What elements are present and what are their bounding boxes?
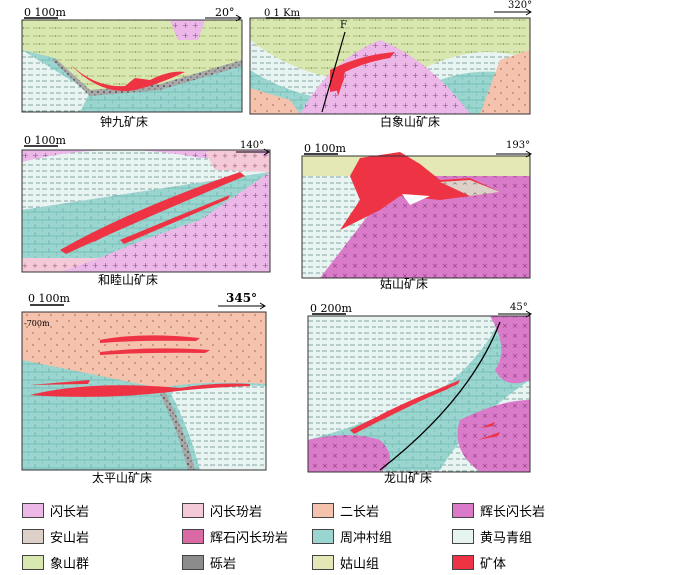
legend-item-huangmaqing: 黄马青组	[452, 526, 532, 546]
section-hemushan-azimuth: 140°	[240, 140, 264, 151]
section-taipingshan-azimuth: 345°	[226, 291, 257, 305]
legend-label: 闪长岩	[50, 504, 90, 520]
legend-item-monzonite: 二长岩	[312, 500, 379, 520]
section-baixiangshan-scale: 0 1 Km	[264, 8, 301, 19]
legend-swatch	[182, 554, 204, 570]
legend-label: 辉石闪长玢岩	[210, 530, 289, 546]
legend-swatch	[452, 554, 474, 570]
section-taipingshan-depth: -700m	[24, 319, 50, 328]
legend-item-gushan-formation: 姑山组	[312, 552, 379, 572]
legend-label: 姑山组	[340, 556, 380, 572]
legend-swatch	[182, 528, 204, 544]
section-baixiangshan: F 0 1 Km 320° 白象山矿床	[249, 0, 532, 129]
legend-item-gabbro-diorite: 辉长闪长岩	[452, 500, 545, 520]
section-hemushan-title-text: 和睦山矿床	[98, 273, 158, 287]
section-taipingshan-title-text: 太平山矿床	[92, 470, 152, 485]
legend-item-orebody: 矿体	[452, 552, 506, 572]
section-gushan-azimuth: 193°	[506, 140, 530, 151]
section-hemushan: 0 100m 140° 和睦山矿床	[21, 134, 271, 287]
section-zhongjiu: 0 100m 20° 钟九矿床	[21, 6, 243, 129]
legend-item-diorite: 闪长岩	[22, 500, 89, 520]
legend-label: 砾岩	[210, 556, 237, 572]
legend-item-conglomerate: 砾岩	[182, 552, 236, 572]
legend-item-xiangshan: 象山群	[22, 552, 89, 572]
legend-swatch	[22, 528, 44, 544]
legend-swatch	[452, 502, 474, 518]
section-gushan-title-text: 姑山矿床	[380, 277, 428, 291]
legend-swatch	[452, 528, 474, 544]
section-zhongjiu-title: 钟九矿床	[100, 114, 148, 129]
section-baixiangshan-azimuth: 320°	[508, 0, 532, 11]
section-hemushan-scale: 0 100m	[24, 134, 66, 147]
legend-label: 象山群	[50, 556, 90, 572]
section-longshan-title-text: 龙山矿床	[384, 471, 432, 485]
section-gushan-scale: 0 100m	[304, 142, 346, 155]
legend-label: 周冲村组	[340, 530, 393, 546]
legend-item-andesite: 安山岩	[22, 526, 89, 546]
legend-label: 矿体	[480, 556, 507, 572]
section-baixiangshan-title: 白象山矿床	[380, 114, 440, 129]
legend-item-pyroxene-diorite-porphyrite: 辉石闪长玢岩	[182, 526, 288, 546]
fault-label: F	[340, 20, 347, 31]
legend-label: 闪长玢岩	[210, 504, 263, 520]
section-longshan: 0 200m 45° 龙山矿床	[307, 302, 532, 485]
legend-item-diorite-porphyrite: 闪长玢岩	[182, 500, 262, 520]
section-longshan-azimuth: 45°	[510, 302, 528, 313]
legend-swatch	[312, 554, 334, 570]
section-taipingshan-scale: 0 100m	[28, 292, 70, 305]
section-longshan-scale: 0 200m	[310, 302, 352, 315]
legend-label: 二长岩	[340, 504, 380, 520]
legend-item-zhouchongcun: 周冲村组	[312, 526, 392, 546]
legend-swatch	[182, 502, 204, 518]
section-zhongjiu-scale: 0 100m	[24, 6, 66, 19]
legend-swatch	[312, 502, 334, 518]
section-taipingshan: 0 100m -700m 345° 太平山矿床	[21, 291, 267, 485]
legend-label: 辉长闪长岩	[480, 504, 546, 520]
legend: 闪长岩 闪长玢岩 二长岩 辉长闪长岩 安山岩 辉石闪长玢岩 周冲村组 黄马青组 …	[0, 492, 700, 575]
legend-label: 安山岩	[50, 530, 90, 546]
section-zhongjiu-azimuth: 20°	[215, 6, 235, 19]
legend-swatch	[22, 502, 44, 518]
section-gushan: 0 100m 193° 姑山矿床	[301, 140, 532, 291]
legend-swatch	[22, 554, 44, 570]
legend-label: 黄马青组	[480, 530, 533, 546]
legend-swatch	[312, 528, 334, 544]
